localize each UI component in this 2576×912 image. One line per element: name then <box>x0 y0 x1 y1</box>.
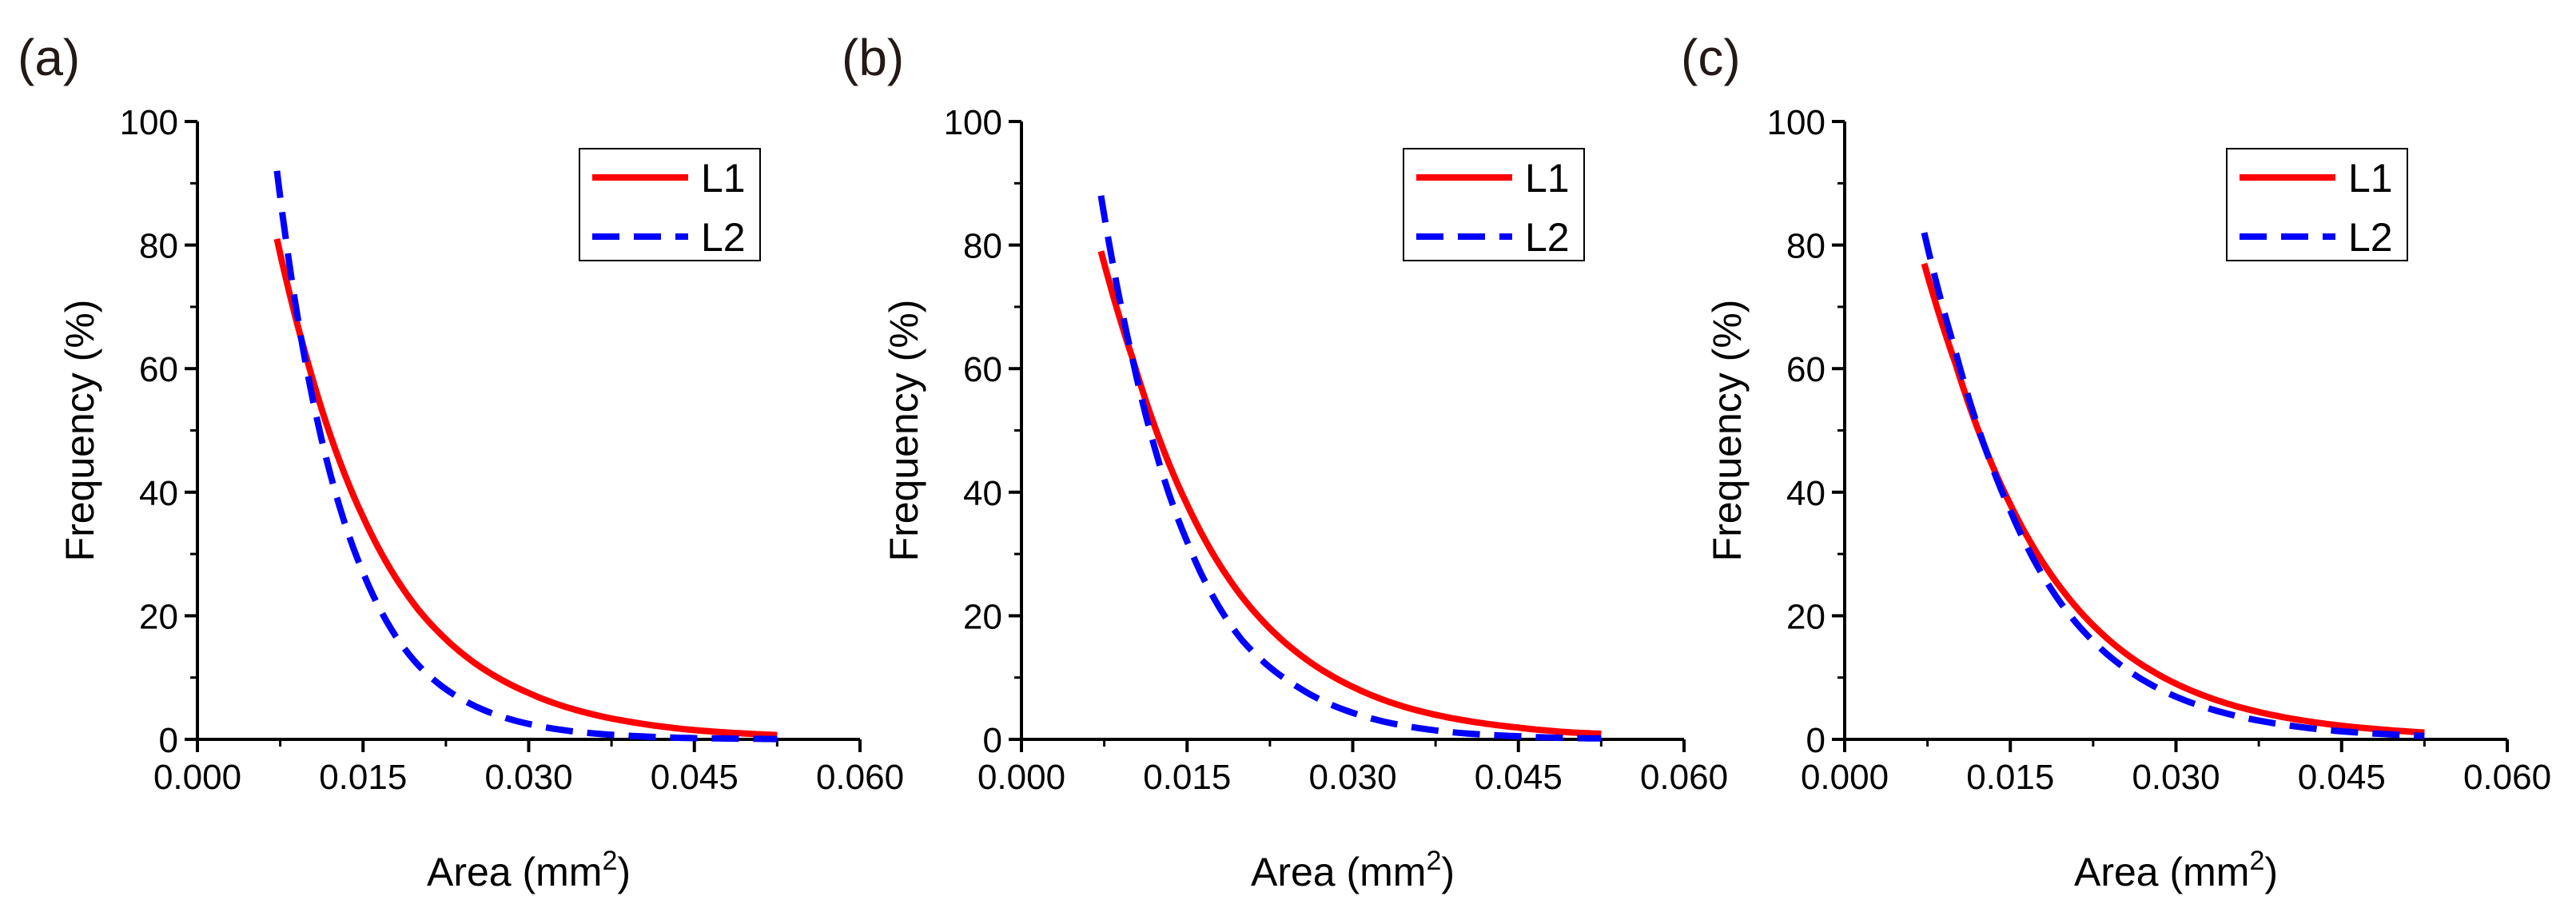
legend-label: L1 <box>1525 156 1570 201</box>
chart-panel-a: (a) 0 20 40 60 80 100 0.000 0.015 0.030 0.045 0.060… <box>18 29 904 894</box>
legend-label: L2 <box>2348 215 2393 260</box>
x-tick-label: 0.060 <box>816 758 904 797</box>
x-axis-title-main: Area (mm <box>2074 850 2249 894</box>
panel-label: (b) <box>842 29 904 86</box>
series-line-l2 <box>273 170 778 743</box>
x-tick-label: 0.060 <box>2463 758 2551 797</box>
legend-label: L2 <box>1525 215 1570 260</box>
legend-label: L1 <box>701 156 746 201</box>
series-line-l1 <box>273 238 778 739</box>
y-tick-label: 0 <box>159 721 178 760</box>
series-line-l2 <box>1921 232 2425 739</box>
y-tick-label: 20 <box>963 597 1002 636</box>
x-tick-label: 0.015 <box>1966 758 2054 797</box>
x-axis-title-end: ) <box>1441 850 1455 894</box>
y-tick-label: 40 <box>1786 474 1825 513</box>
legend-label: L2 <box>701 215 746 260</box>
y-tick-label: 100 <box>944 103 1002 142</box>
x-tick-label: 0.000 <box>977 758 1065 797</box>
x-tick-label: 0.030 <box>2132 758 2220 797</box>
series-line-l2 <box>1097 195 1602 742</box>
x-axis-title-end: ) <box>2264 850 2278 894</box>
x-tick-label: 0.060 <box>1640 758 1728 797</box>
series-line-l1 <box>1921 262 2425 736</box>
y-axis-title: Frequency (%) <box>882 300 926 562</box>
y-axis-title: Frequency (%) <box>1705 300 1750 562</box>
x-tick-label: 0.045 <box>651 758 739 797</box>
x-axis-title-sup: 2 <box>602 846 617 876</box>
y-axis-title: Frequency (%) <box>58 300 102 562</box>
x-tick-label: 0.000 <box>1801 758 1889 797</box>
x-tick-label: 0.030 <box>1308 758 1396 797</box>
y-tick-label: 0 <box>1806 721 1825 760</box>
y-tick-label: 100 <box>1767 103 1825 142</box>
panel-label: (c) <box>1681 29 1741 86</box>
x-tick-label: 0.000 <box>153 758 241 797</box>
legend-label: L1 <box>2348 156 2393 201</box>
x-axis-title-sup: 2 <box>1426 846 1441 876</box>
x-axis-title: Area (mm2) <box>2074 846 2278 894</box>
y-tick-label: 80 <box>139 227 178 266</box>
y-tick-label: 40 <box>139 474 178 513</box>
y-tick-label: 60 <box>139 350 178 389</box>
x-tick-label: 0.030 <box>484 758 572 797</box>
legend-box <box>2226 148 2408 261</box>
y-tick-label: 20 <box>139 597 178 636</box>
panel-label: (a) <box>18 29 80 86</box>
plot-area <box>273 170 778 743</box>
y-tick-label: 100 <box>120 103 178 142</box>
plot-area <box>1921 232 2425 739</box>
y-tick-label: 60 <box>1786 350 1825 389</box>
x-axis-title-main: Area (mm <box>1251 850 1426 894</box>
legend-box <box>579 148 761 261</box>
series-line-l1 <box>1097 250 1602 737</box>
x-axis-title-main: Area (mm <box>427 850 602 894</box>
x-axis-title-end: ) <box>617 850 631 894</box>
x-tick-label: 0.015 <box>319 758 407 797</box>
y-tick-label: 40 <box>963 474 1002 513</box>
legend-box <box>1403 148 1585 261</box>
chart-panel-b: (b) 0 20 40 60 80 100 0.000 0.015 0.030 0.045 0.060… <box>842 29 1728 894</box>
x-tick-label: 0.045 <box>2298 758 2386 797</box>
x-axis-title: Area (mm2) <box>1251 846 1455 894</box>
y-tick-label: 0 <box>983 721 1002 760</box>
chart-panel-c: (c) 0 20 40 60 80 100 0.000 0.015 0.030 0.045 0.060… <box>1681 29 2551 894</box>
y-tick-label: 20 <box>1786 597 1825 636</box>
x-tick-label: 0.015 <box>1143 758 1231 797</box>
x-tick-label: 0.045 <box>1475 758 1563 797</box>
y-tick-label: 80 <box>1786 227 1825 266</box>
x-axis-title-sup: 2 <box>2249 846 2264 876</box>
x-axis-title: Area (mm2) <box>427 846 631 894</box>
y-tick-label: 60 <box>963 350 1002 389</box>
plot-area <box>1097 195 1602 742</box>
y-tick-label: 80 <box>963 227 1002 266</box>
